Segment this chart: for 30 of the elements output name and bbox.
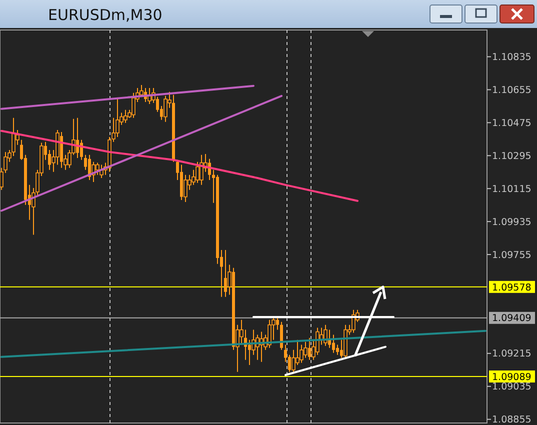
candlestick: [332, 334, 335, 354]
candlestick: [184, 174, 188, 202]
y-tick-label: 1.09215: [492, 348, 532, 360]
y-tick-label: 1.10835: [492, 52, 532, 64]
chart-title: EURUSDm,M30: [48, 6, 162, 24]
ref-line-label: 1.09089: [492, 372, 532, 383]
candlestick: [268, 319, 272, 348]
ref-line-label: 1.09409: [492, 313, 532, 324]
y-tick-label: 1.10475: [492, 118, 532, 129]
candlestick: [148, 88, 152, 104]
candlestick: [280, 321, 283, 350]
y-tick-label: 1.09035: [492, 382, 532, 393]
candlestick: [352, 309, 356, 334]
candlestick: [300, 344, 304, 364]
candlestick: [132, 92, 136, 118]
candlestick: [164, 95, 168, 122]
y-tick-label: 1.09755: [492, 250, 532, 261]
y-tick-label: 1.10295: [492, 150, 532, 162]
candlestick: [196, 161, 200, 184]
candlestick: [124, 109, 128, 124]
candlestick: [304, 341, 308, 358]
candlestick: [200, 154, 204, 186]
candlestick: [96, 162, 100, 176]
y-tick-label: 1.08855: [492, 414, 532, 425]
candlestick: [336, 344, 339, 356]
line-series: [0, 130, 358, 202]
y-tick-label: 1.09935: [492, 216, 532, 228]
y-tick-label: 1.10655: [492, 85, 532, 96]
y-tick-label: 1.10115: [492, 184, 532, 195]
ref-line-label: 1.09578: [492, 282, 532, 294]
